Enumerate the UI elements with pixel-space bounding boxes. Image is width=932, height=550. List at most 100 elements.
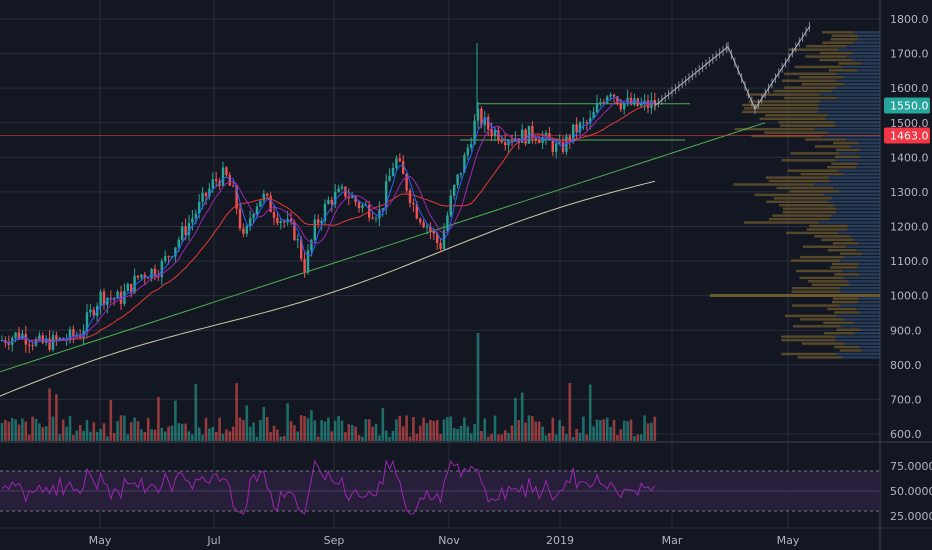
candle-body: [300, 239, 303, 259]
candle-body: [225, 167, 228, 175]
profile-bar-right: [856, 165, 880, 169]
candle-body: [17, 332, 21, 339]
profile-bar-left: [801, 342, 845, 345]
volume-bar: [561, 426, 565, 441]
profile-bar-right: [814, 127, 880, 131]
profile-bar-right: [842, 356, 880, 359]
profile-bar-left: [741, 110, 818, 114]
candle-body: [313, 219, 316, 240]
volume-bar: [497, 434, 500, 441]
candle-body: [269, 195, 272, 213]
profile-bar-right: [846, 55, 880, 58]
candle-body: [374, 218, 378, 220]
profile-bar-right: [836, 210, 880, 214]
volume-bar: [235, 383, 238, 441]
candle-body: [490, 129, 493, 137]
candle-body: [255, 206, 259, 215]
volume-bar: [588, 384, 592, 441]
volume-bar: [480, 431, 483, 441]
candle-body: [252, 214, 255, 219]
profile-bar-right: [836, 86, 880, 89]
volume-bar: [337, 415, 340, 441]
time-axis-label: 2019: [546, 534, 574, 547]
volume-bar: [68, 416, 72, 441]
volume-bar: [548, 432, 551, 441]
volume-bar: [82, 430, 85, 441]
profile-bar-right: [860, 328, 880, 331]
candle-body: [34, 339, 38, 346]
profile-bar-right: [828, 176, 880, 179]
candle-body: [232, 185, 235, 187]
candle-body: [41, 335, 44, 343]
profile-bar-right: [854, 41, 880, 44]
volume-bar: [157, 396, 160, 441]
candle-body: [55, 335, 58, 340]
profile-bar-left: [800, 172, 845, 176]
profile-bar-left: [819, 58, 853, 62]
profile-bar-right: [857, 266, 880, 269]
profile-bar-right: [861, 252, 880, 255]
volume-bar: [279, 436, 283, 441]
volume-bar: [102, 423, 106, 441]
price-axis-label: 900.0: [890, 324, 922, 337]
volume-bar: [531, 416, 534, 441]
projection-path: [654, 21, 811, 114]
profile-bar-right: [844, 172, 880, 176]
ma-200-line: [0, 180, 656, 397]
candle-body: [181, 226, 184, 240]
volume-bar: [262, 406, 266, 441]
volume-bar: [163, 431, 167, 441]
profile-bar-left: [836, 328, 861, 331]
volume-bar: [4, 420, 7, 441]
volume-bar: [21, 418, 24, 441]
volume-bar: [133, 417, 136, 441]
volume-bar: [568, 383, 572, 441]
profile-bar-left: [805, 138, 847, 141]
profile-bar-right: [840, 290, 880, 293]
candle-body: [439, 243, 442, 249]
volume-bar: [78, 425, 82, 441]
volume-bar: [371, 426, 374, 441]
volume-bar: [44, 426, 48, 441]
candle-body: [242, 228, 245, 234]
volume-bar: [350, 424, 354, 441]
volume-bar: [170, 425, 174, 441]
candle-body: [351, 196, 354, 199]
candle-body: [337, 188, 340, 193]
profile-bar-right: [829, 179, 880, 183]
profile-bar-right: [834, 204, 880, 207]
profile-bar-left: [831, 300, 859, 304]
volume-bar: [344, 432, 347, 441]
volume-bar: [214, 432, 218, 441]
volume-bar: [367, 419, 371, 441]
candle-body: [493, 130, 497, 137]
volume-bar: [286, 403, 289, 441]
profile-bar-left: [759, 117, 826, 121]
volume-bar: [180, 423, 184, 441]
candle-body: [140, 274, 143, 278]
volume-bar: [323, 421, 327, 441]
volume-bar: [225, 429, 228, 441]
candle-body: [385, 181, 388, 209]
profile-bar-right: [852, 51, 880, 55]
candle-body: [422, 222, 425, 228]
profile-bar-right: [835, 335, 880, 338]
volume-bar: [524, 422, 527, 441]
profile-bar-left: [791, 259, 840, 262]
rsi-axis-label: 50.0000: [890, 485, 932, 498]
volume-bar: [27, 434, 31, 441]
price-axis-label: 600.0: [890, 428, 922, 441]
volume-bar: [578, 432, 582, 441]
volume-bar: [544, 435, 548, 441]
profile-bar-right: [858, 262, 880, 266]
candle-body: [432, 231, 435, 234]
profile-bar-right: [847, 228, 880, 231]
volume-bar: [17, 424, 21, 441]
volume-bar: [405, 415, 408, 441]
volume-bar: [541, 426, 544, 441]
rsi-axis-label: 75.0000: [890, 460, 932, 473]
profile-bar-left: [835, 148, 861, 152]
volume-bar: [466, 426, 470, 441]
volume-bar: [653, 416, 657, 441]
